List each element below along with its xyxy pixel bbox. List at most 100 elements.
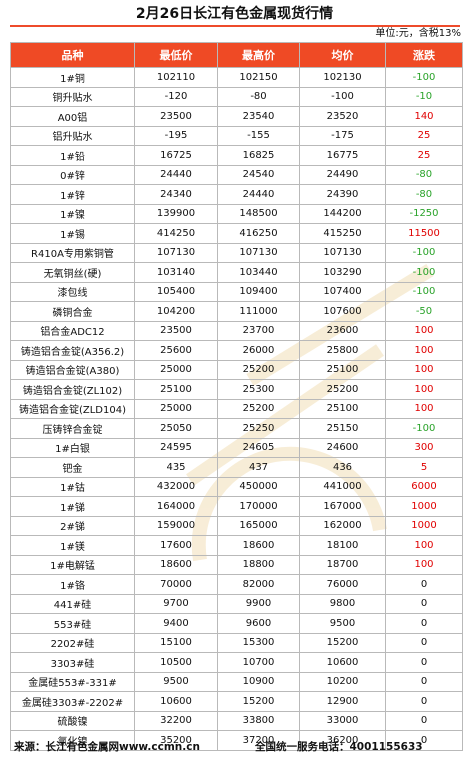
cell-avg-price: 24390 [299, 184, 386, 205]
cell-avg-price: 16775 [299, 145, 386, 166]
table-row: 1#铬 70000 82000 76000 0 [10, 574, 463, 595]
cell-change: 100 [385, 359, 463, 380]
cell-max-price: 24540 [217, 164, 300, 185]
cell-change: -50 [385, 301, 463, 322]
cell-max-price: 24605 [217, 437, 300, 458]
table-body: 1#铜 102110 102150 102130 -100 铜升贴水 -120 -80 -100… [10, 67, 463, 751]
cell-change: 0 [385, 613, 463, 634]
cell-avg-price: 102130 [299, 67, 386, 88]
cell-variety: 磷铜合金 [10, 301, 135, 322]
cell-change: 11500 [385, 223, 463, 244]
table-row: 0#锌 24440 24540 24490 -80 [10, 164, 463, 185]
cell-min-price: 35200 [134, 730, 218, 751]
cell-avg-price: 9500 [299, 613, 386, 634]
cell-variety: 3303#硅 [10, 652, 135, 673]
cell-variety: 553#硅 [10, 613, 135, 634]
cell-min-price: 23500 [134, 320, 218, 341]
cell-variety: A00铝 [10, 106, 135, 127]
cell-min-price: 25100 [134, 379, 218, 400]
cell-variety: 1#锑 [10, 496, 135, 517]
cell-min-price: 9500 [134, 671, 218, 692]
cell-avg-price: 25800 [299, 340, 386, 361]
table-row: 钯金 435 437 436 5 [10, 457, 463, 478]
table-row: 2202#硅 15100 15300 15200 0 [10, 632, 463, 653]
cell-min-price: 16725 [134, 145, 218, 166]
cell-max-price: 109400 [217, 281, 300, 302]
cell-change: -100 [385, 418, 463, 439]
cell-max-price: 24440 [217, 184, 300, 205]
cell-min-price: 25000 [134, 359, 218, 380]
cell-min-price: 414250 [134, 223, 218, 244]
table-row: 1#锑 164000 170000 167000 1000 [10, 496, 463, 517]
cell-change: 100 [385, 398, 463, 419]
cell-min-price: 9400 [134, 613, 218, 634]
cell-variety: 铝合金ADC12 [10, 320, 135, 341]
cell-max-price: 10900 [217, 671, 300, 692]
cell-max-price: 18600 [217, 535, 300, 556]
cell-change: -100 [385, 262, 463, 283]
cell-min-price: 17600 [134, 535, 218, 556]
cell-min-price: 24440 [134, 164, 218, 185]
table-row: 1#电解锰 18600 18800 18700 100 [10, 554, 463, 575]
cell-max-price: 170000 [217, 496, 300, 517]
cell-avg-price: 415250 [299, 223, 386, 244]
cell-avg-price: 10200 [299, 671, 386, 692]
source-note: 来源：长江有色金属网www.ccmn.cn [14, 741, 200, 753]
cell-avg-price: 9800 [299, 593, 386, 614]
cell-variety: 0#锌 [10, 164, 135, 185]
cell-avg-price: -175 [299, 125, 386, 146]
cell-min-price: 25000 [134, 398, 218, 419]
cell-max-price: 102150 [217, 67, 300, 88]
cell-change: 100 [385, 535, 463, 556]
cell-max-price: 18800 [217, 554, 300, 575]
cell-avg-price: 167000 [299, 496, 386, 517]
cell-avg-price: 24490 [299, 164, 386, 185]
cell-change: 0 [385, 730, 463, 751]
cell-variety: 金属硅3303#-2202# [10, 691, 135, 712]
cell-max-price: 10700 [217, 652, 300, 673]
cell-max-price: 9900 [217, 593, 300, 614]
table-header-row: 品种 最低价 最高价 均价 涨跌 [10, 42, 463, 68]
cell-variety: 钯金 [10, 457, 135, 478]
cell-change: -80 [385, 164, 463, 185]
column-header-avg-price: 均价 [299, 42, 386, 68]
cell-change: 140 [385, 106, 463, 127]
cell-variety: 1#电解锰 [10, 554, 135, 575]
table-row: 2#锑 159000 165000 162000 1000 [10, 515, 463, 536]
cell-max-price: 26000 [217, 340, 300, 361]
cell-avg-price: 107600 [299, 301, 386, 322]
footer: 来源：长江有色金属网www.ccmn.cn 全国统一服务电话：400115563… [0, 736, 469, 758]
cell-change: 0 [385, 632, 463, 653]
cell-min-price: -195 [134, 125, 218, 146]
cell-avg-price: 103290 [299, 262, 386, 283]
table-row: 金属硅3303#-2202# 10600 15200 12900 0 [10, 691, 463, 712]
cell-min-price: 107130 [134, 242, 218, 263]
table-row: 铸造铝合金锭(A380) 25000 25200 25100 100 [10, 359, 463, 380]
cell-variety: 1#铬 [10, 574, 135, 595]
cell-variety: 441#硅 [10, 593, 135, 614]
table-row: 无氧铜丝(硬) 103140 103440 103290 -100 [10, 262, 463, 283]
cell-variety: 铸造铝合金锭(A356.2) [10, 340, 135, 361]
cell-max-price: 23700 [217, 320, 300, 341]
cell-change: -80 [385, 184, 463, 205]
cell-change: -1250 [385, 203, 463, 224]
cell-max-price: 33800 [217, 710, 300, 731]
cell-avg-price: 25100 [299, 398, 386, 419]
cell-variety: 2#锑 [10, 515, 135, 536]
cell-min-price: 10500 [134, 652, 218, 673]
table-row: 漆包线 105400 109400 107400 -100 [10, 281, 463, 302]
table-row: 1#锌 24340 24440 24390 -80 [10, 184, 463, 205]
cell-change: -100 [385, 242, 463, 263]
cell-variety: 压铸锌合金锭 [10, 418, 135, 439]
table-row: 1#白银 24595 24605 24600 300 [10, 437, 463, 458]
cell-variety: 氯化镍 [10, 730, 135, 751]
cell-change: 25 [385, 145, 463, 166]
cell-avg-price: 25100 [299, 359, 386, 380]
table-row: 铝合金ADC12 23500 23700 23600 100 [10, 320, 463, 341]
table-row: 铸造铝合金锭(ZL102) 25100 25300 25200 100 [10, 379, 463, 400]
table-row: 1#镍 139900 148500 144200 -1250 [10, 203, 463, 224]
cell-min-price: 164000 [134, 496, 218, 517]
table-row: 铝升贴水 -195 -155 -175 25 [10, 125, 463, 146]
cell-min-price: 23500 [134, 106, 218, 127]
cell-max-price: -155 [217, 125, 300, 146]
